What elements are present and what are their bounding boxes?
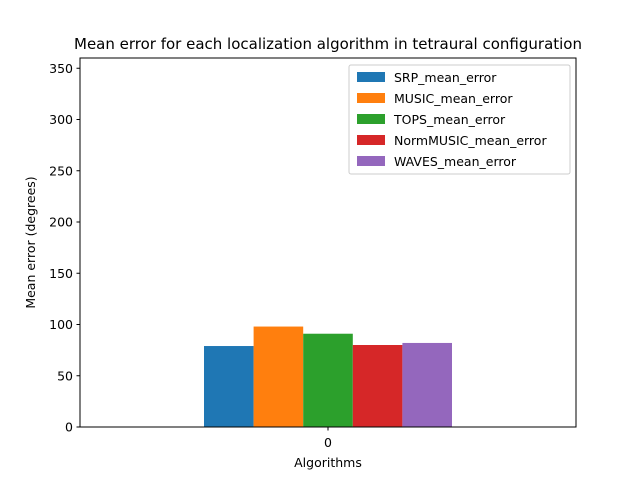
y-axis: 0 50 100 150 200 250 300 350 (49, 61, 80, 435)
chart-title: Mean error for each localization algorit… (74, 35, 582, 53)
legend-swatch (357, 114, 385, 124)
y-axis-label: Mean error (degrees) (23, 176, 38, 308)
y-tick-label: 350 (49, 61, 73, 76)
bar-normmusic-mean-error (352, 345, 403, 427)
legend-swatch (357, 156, 385, 166)
y-tick-label: 150 (49, 266, 73, 281)
legend-box (348, 64, 571, 175)
y-tick-label: 0 (65, 420, 73, 435)
legend-label: WAVES_mean_error (394, 154, 517, 169)
legend-label: MUSIC_mean_error (394, 91, 513, 106)
y-tick-label: 250 (49, 163, 73, 178)
x-tick-label: 0 (324, 435, 332, 450)
x-axis: 0 (324, 427, 332, 450)
y-tick-label: 300 (49, 112, 73, 127)
bar-waves-mean-error (402, 342, 452, 427)
bar-music-mean-error (253, 326, 304, 427)
legend-label: TOPS_mean_error (393, 112, 506, 127)
legend-swatch (357, 135, 385, 145)
legend-label: SRP_mean_error (394, 70, 497, 85)
legend-swatch (357, 93, 385, 103)
bar-srp-mean-error (204, 346, 254, 427)
legend-label: NormMUSIC_mean_error (394, 133, 547, 148)
y-tick-label: 100 (49, 317, 73, 332)
legend-swatch (357, 72, 385, 82)
x-axis-label: Algorithms (294, 455, 362, 470)
y-tick-label: 50 (57, 368, 73, 383)
bars-group (204, 326, 452, 427)
y-tick-label: 200 (49, 215, 73, 230)
bar-tops-mean-error (303, 333, 353, 427)
legend: SRP_mean_error MUSIC_mean_error TOPS_mean_… (348, 64, 571, 175)
